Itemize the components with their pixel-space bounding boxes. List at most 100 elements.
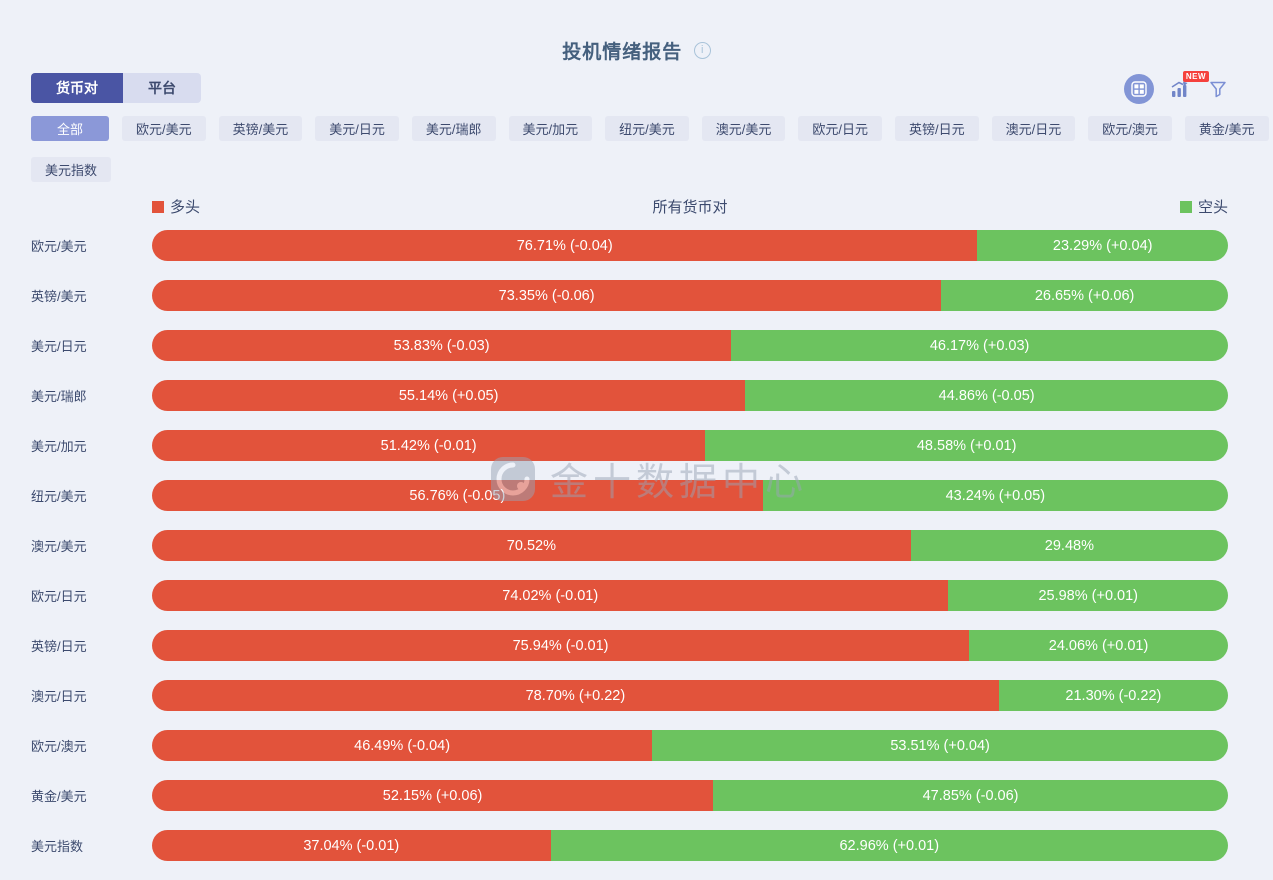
- filter-chip[interactable]: 欧元/美元: [122, 116, 206, 141]
- short-segment[interactable]: 21.30% (-0.22): [998, 680, 1228, 711]
- chart-row: 英镑/日元 75.94% (-0.01) 24.06% (+0.01): [31, 630, 1228, 661]
- short-segment[interactable]: 47.85% (-0.06): [713, 780, 1228, 811]
- short-segment[interactable]: 23.29% (+0.04): [977, 230, 1228, 261]
- segment-value: 21.30% (-0.22): [1065, 687, 1162, 704]
- sentiment-bar: 74.02% (-0.01) 25.98% (+0.01): [152, 580, 1228, 611]
- filter-chip[interactable]: 英镑/美元: [218, 116, 303, 141]
- chart-row: 美元指数 37.04% (-0.01) 62.96% (+0.01): [31, 830, 1228, 861]
- filter-chip[interactable]: 黄金/美元: [1184, 116, 1269, 141]
- chart-row: 欧元/日元 74.02% (-0.01) 25.98% (+0.01): [31, 580, 1228, 611]
- short-segment[interactable]: 29.48%: [910, 530, 1228, 561]
- filter-chip[interactable]: 澳元/美元: [701, 116, 786, 141]
- row-label: 英镑/日元: [31, 639, 87, 654]
- long-segment[interactable]: 52.15% (+0.06): [152, 780, 714, 811]
- sentiment-bar: 52.15% (+0.06) 47.85% (-0.06): [152, 780, 1228, 811]
- segment-value: 29.48%: [1044, 537, 1094, 554]
- sentiment-bar: 55.14% (+0.05) 44.86% (-0.05): [152, 380, 1228, 411]
- filter-chip[interactable]: 美元/加元: [508, 116, 593, 141]
- sentiment-bar: 46.49% (-0.04) 53.51% (+0.04): [152, 730, 1228, 761]
- chart-row: 澳元/日元 78.70% (+0.22) 21.30% (-0.22): [31, 680, 1228, 711]
- row-label: 美元/瑞郎: [31, 389, 87, 404]
- chart-row: 黄金/美元 52.15% (+0.06) 47.85% (-0.06): [31, 780, 1228, 811]
- tab-platform[interactable]: 平台: [123, 73, 201, 103]
- short-segment[interactable]: 53.51% (+0.04): [652, 730, 1228, 761]
- legend-long-label: 多头: [170, 199, 201, 216]
- short-segment[interactable]: 26.65% (+0.06): [941, 280, 1228, 311]
- long-segment[interactable]: 70.52%: [152, 530, 911, 561]
- filter-chip[interactable]: 纽元/美元: [605, 116, 689, 141]
- long-segment[interactable]: 75.94% (-0.01): [152, 630, 970, 661]
- filter-chip[interactable]: 澳元/日元: [991, 116, 1076, 141]
- dashboard-grid-icon: [1131, 81, 1147, 97]
- short-segment[interactable]: 62.96% (+0.01): [550, 830, 1228, 861]
- segment-value: 48.58% (+0.01): [916, 437, 1017, 454]
- filter-chip[interactable]: 美元/瑞郎: [411, 116, 496, 141]
- sentiment-bar: 76.71% (-0.04) 23.29% (+0.04): [152, 230, 1228, 261]
- legend-short[interactable]: 空头: [1179, 196, 1228, 217]
- chart-row: 美元/加元 51.42% (-0.01) 48.58% (+0.01): [31, 430, 1228, 461]
- short-segment[interactable]: 25.98% (+0.01): [948, 580, 1228, 611]
- segment-value: 37.04% (-0.01): [303, 837, 400, 854]
- sentiment-bar: 78.70% (+0.22) 21.30% (-0.22): [152, 680, 1228, 711]
- chart-row: 美元/瑞郎 55.14% (+0.05) 44.86% (-0.05): [31, 380, 1228, 411]
- segment-value: 78.70% (+0.22): [525, 687, 626, 704]
- segment-value: 43.24% (+0.05): [945, 487, 1046, 504]
- sentiment-bar: 37.04% (-0.01) 62.96% (+0.01): [152, 830, 1228, 861]
- long-segment[interactable]: 53.83% (-0.03): [152, 330, 732, 361]
- filter-row: 全部 欧元/美元 英镑/美元 美元/日元 美元/瑞郎 美元/加元 纽元/美元 澳元/美元 欧元/…: [31, 116, 1269, 141]
- short-segment[interactable]: 46.17% (+0.03): [731, 330, 1228, 361]
- chart-title: 所有货币对: [652, 199, 728, 216]
- row-label: 欧元/澳元: [31, 739, 87, 754]
- row-label: 纽元/美元: [31, 489, 87, 504]
- long-segment[interactable]: 74.02% (-0.01): [152, 580, 949, 611]
- filter-chip[interactable]: 欧元/日元: [798, 116, 883, 141]
- page-header: 投机情绪报告 i: [0, 37, 1273, 64]
- sentiment-bar: 51.42% (-0.01) 48.58% (+0.01): [152, 430, 1228, 461]
- filter-chip[interactable]: 欧元/澳元: [1088, 116, 1172, 141]
- dashboard-grid-button[interactable]: [1124, 74, 1154, 104]
- filter-funnel-button[interactable]: [1208, 79, 1228, 99]
- row-label: 澳元/日元: [31, 689, 87, 704]
- chart-row: 英镑/美元 73.35% (-0.06) 26.65% (+0.06): [31, 280, 1228, 311]
- filter-chip[interactable]: 美元/日元: [315, 116, 399, 141]
- segment-value: 24.06% (+0.01): [1048, 637, 1149, 654]
- long-segment[interactable]: 51.42% (-0.01): [152, 430, 706, 461]
- row-label: 美元/日元: [31, 339, 87, 354]
- short-segment[interactable]: 43.24% (+0.05): [762, 480, 1228, 511]
- filter-chip[interactable]: 英镑/日元: [895, 116, 979, 141]
- row-label: 欧元/美元: [31, 239, 87, 254]
- chart-row: 欧元/美元 76.71% (-0.04) 23.29% (+0.04): [31, 230, 1228, 261]
- page-title: 投机情绪报告: [562, 42, 683, 63]
- sentiment-bar: 56.76% (-0.05) 43.24% (+0.05): [152, 480, 1228, 511]
- segment-value: 74.02% (-0.01): [502, 587, 599, 604]
- legend-long[interactable]: 多头: [152, 196, 200, 217]
- chart-row: 欧元/澳元 46.49% (-0.04) 53.51% (+0.04): [31, 730, 1228, 761]
- short-segment[interactable]: 48.58% (+0.01): [705, 430, 1228, 461]
- segment-value: 73.35% (-0.06): [498, 287, 595, 304]
- long-segment[interactable]: 56.76% (-0.05): [152, 480, 763, 511]
- chart-header: 多头 所有货币对 空头: [152, 196, 1228, 217]
- long-segment[interactable]: 37.04% (-0.01): [152, 830, 551, 861]
- info-icon[interactable]: i: [693, 42, 711, 59]
- legend-short-label: 空头: [1197, 199, 1228, 216]
- short-segment[interactable]: 44.86% (-0.05): [745, 380, 1228, 411]
- trend-chart-button[interactable]: NEW: [1169, 71, 1209, 100]
- filter-chip[interactable]: 美元指数: [31, 157, 112, 182]
- filter-chip[interactable]: 全部: [31, 116, 110, 141]
- sentiment-bar-chart: 欧元/美元 76.71% (-0.04) 23.29% (+0.04) 英镑/美元 73…: [31, 230, 1228, 880]
- long-segment[interactable]: 73.35% (-0.06): [152, 280, 942, 311]
- tab-currency-pairs[interactable]: 货币对: [31, 73, 123, 103]
- segment-value: 51.42% (-0.01): [380, 437, 477, 454]
- trend-chart-icon: [1171, 81, 1188, 97]
- long-segment[interactable]: 78.70% (+0.22): [152, 680, 999, 711]
- row-label: 英镑/美元: [31, 289, 87, 304]
- currency-filter-list: 全部 欧元/美元 英镑/美元 美元/日元 美元/瑞郎 美元/加元 纽元/美元 澳元/美元 欧元/…: [31, 116, 1269, 182]
- long-segment[interactable]: 46.49% (-0.04): [152, 730, 653, 761]
- long-segment[interactable]: 76.71% (-0.04): [152, 230, 978, 261]
- short-segment[interactable]: 24.06% (+0.01): [969, 630, 1228, 661]
- segment-value: 47.85% (-0.06): [922, 787, 1019, 804]
- segment-value: 46.17% (+0.03): [929, 337, 1030, 354]
- segment-value: 53.51% (+0.04): [890, 737, 990, 754]
- long-segment[interactable]: 55.14% (+0.05): [152, 380, 746, 411]
- sentiment-bar: 53.83% (-0.03) 46.17% (+0.03): [152, 330, 1228, 361]
